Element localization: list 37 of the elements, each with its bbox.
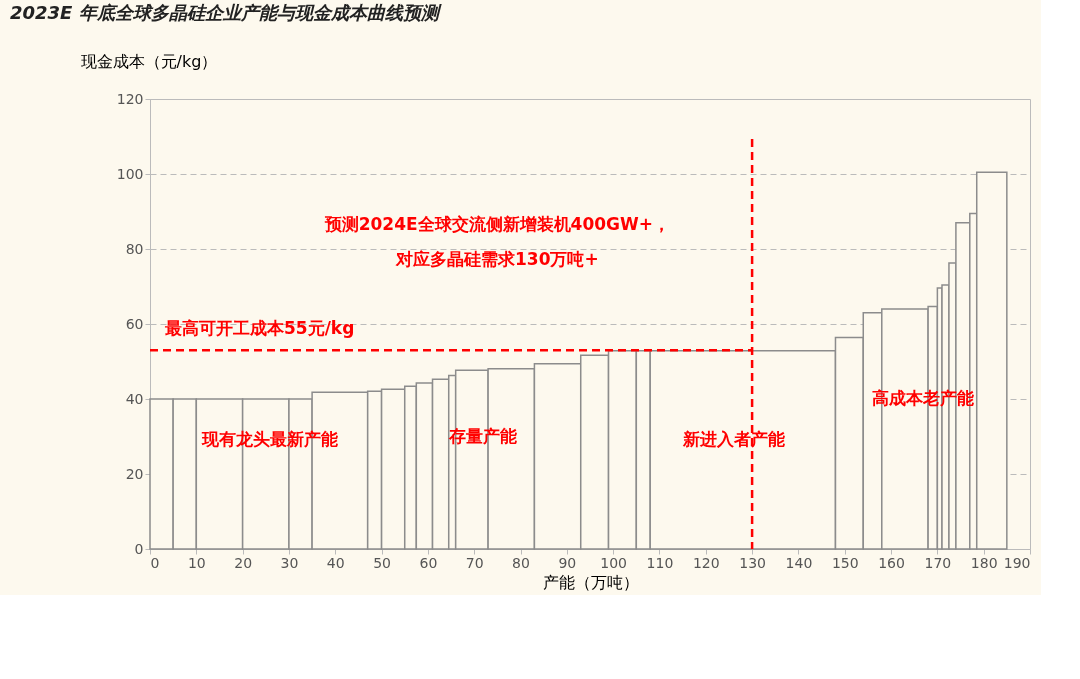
y-tick-label: 60 [125, 315, 144, 332]
x-tick-label: 170 [924, 554, 952, 571]
annotation: 预测2024E全球交流侧新增装机400GW+， [323, 213, 671, 234]
annotation: 现有龙头最新产能 [201, 429, 339, 450]
annotation: 对应多晶硅需求130万吨+ [395, 249, 599, 270]
x-tick-label: 190 [1003, 554, 1031, 571]
x-tick-label: 50 [373, 554, 391, 571]
x-axis-title: 产能（万吨） [542, 572, 639, 592]
series-label: 最高可开工成本55元/kg [164, 318, 355, 339]
x-tick-label: 100 [600, 554, 628, 571]
x-tick-label: 60 [419, 554, 438, 571]
annotation: 新进入者产能 [681, 429, 785, 450]
x-tick-label: 0 [150, 554, 160, 571]
x-tick-label: 150 [831, 554, 859, 571]
y-tick-label: 20 [125, 465, 144, 482]
x-tick-label: 120 [692, 554, 720, 571]
x-tick-label: 80 [512, 554, 530, 571]
y-tick-label: 100 [116, 165, 144, 182]
y-tick-label: 120 [116, 90, 144, 107]
x-tick-label: 110 [646, 554, 674, 571]
x-tick-label: 40 [326, 554, 345, 571]
annotation: 存量产能 [448, 425, 518, 446]
y-tick-label: 40 [125, 390, 144, 407]
x-tick-label: 10 [187, 554, 206, 571]
y-tick-label: 0 [134, 540, 144, 557]
x-tick-label: 180 [970, 554, 998, 571]
annotation: 高成本老产能 [872, 388, 975, 408]
x-tick-label: 160 [878, 554, 905, 571]
y-axis-title: 现金成本（元/kg） [80, 51, 218, 71]
y-tick-label: 80 [125, 240, 144, 257]
chart-title: 2023E 年底全球多晶硅企业产能与现金成本曲线预测 [10, 2, 442, 23]
x-tick-label: 130 [739, 554, 766, 571]
x-tick-label: 20 [234, 554, 253, 571]
x-tick-label: 30 [280, 554, 299, 571]
x-tick-label: 140 [785, 554, 813, 571]
x-tick-label: 70 [465, 554, 484, 571]
x-tick-label: 90 [558, 554, 577, 571]
